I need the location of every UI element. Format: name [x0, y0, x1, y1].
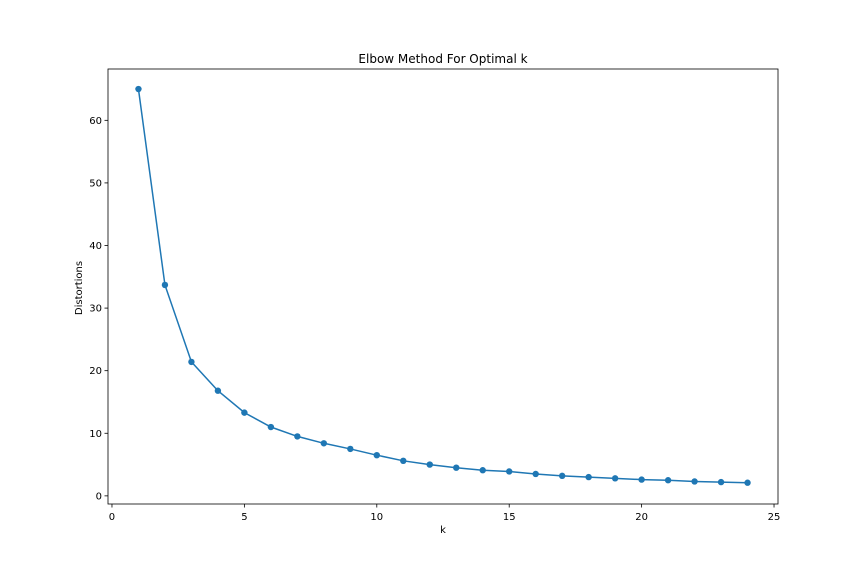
- axes-frame: [107, 68, 779, 505]
- data-point: [320, 440, 328, 447]
- data-point: [744, 479, 751, 486]
- data-point: [267, 423, 275, 431]
- y-tick-label: 20: [89, 366, 102, 377]
- data-point: [664, 477, 672, 484]
- data-point: [532, 470, 539, 478]
- data-point: [426, 461, 433, 468]
- data-point: [373, 451, 380, 459]
- y-tick-label: 40: [89, 241, 102, 252]
- x-tick-label: 20: [635, 512, 648, 523]
- x-tick-label: 15: [503, 512, 516, 523]
- x-tick-label: 25: [768, 512, 781, 523]
- y-tick-label: 0: [96, 491, 102, 502]
- data-point: [585, 473, 592, 481]
- data-point: [611, 475, 619, 482]
- series-line: [137, 88, 748, 484]
- x-tick-label: 0: [109, 512, 115, 523]
- data-point: [135, 85, 142, 93]
- y-tick-label: 30: [89, 304, 102, 315]
- y-tick-label: 50: [89, 178, 102, 189]
- x-axis-label: k: [440, 525, 446, 536]
- chart-title: Elbow Method For Optimal k: [358, 52, 527, 66]
- axes-ticks: 0 5 10 15 20 25 0 10 20 30 40 50 60: [89, 116, 780, 523]
- data-point: [347, 445, 354, 453]
- plot-area: [135, 85, 751, 486]
- data-point: [241, 409, 248, 416]
- data-point: [506, 468, 513, 475]
- data-point: [479, 467, 486, 474]
- data-point: [691, 478, 698, 485]
- y-tick-label: 10: [89, 429, 102, 440]
- data-point: [717, 478, 725, 486]
- data-point: [188, 358, 195, 366]
- data-point: [294, 433, 301, 440]
- data-point: [638, 476, 645, 483]
- data-point: [161, 281, 169, 289]
- data-point: [214, 387, 222, 394]
- y-axis-label: Distortions: [74, 261, 85, 315]
- y-tick-label: 60: [89, 116, 102, 127]
- data-point: [453, 464, 460, 471]
- data-point: [558, 472, 566, 480]
- x-tick-label: 5: [241, 512, 247, 523]
- x-tick-label: 10: [370, 512, 383, 523]
- data-point: [400, 457, 407, 465]
